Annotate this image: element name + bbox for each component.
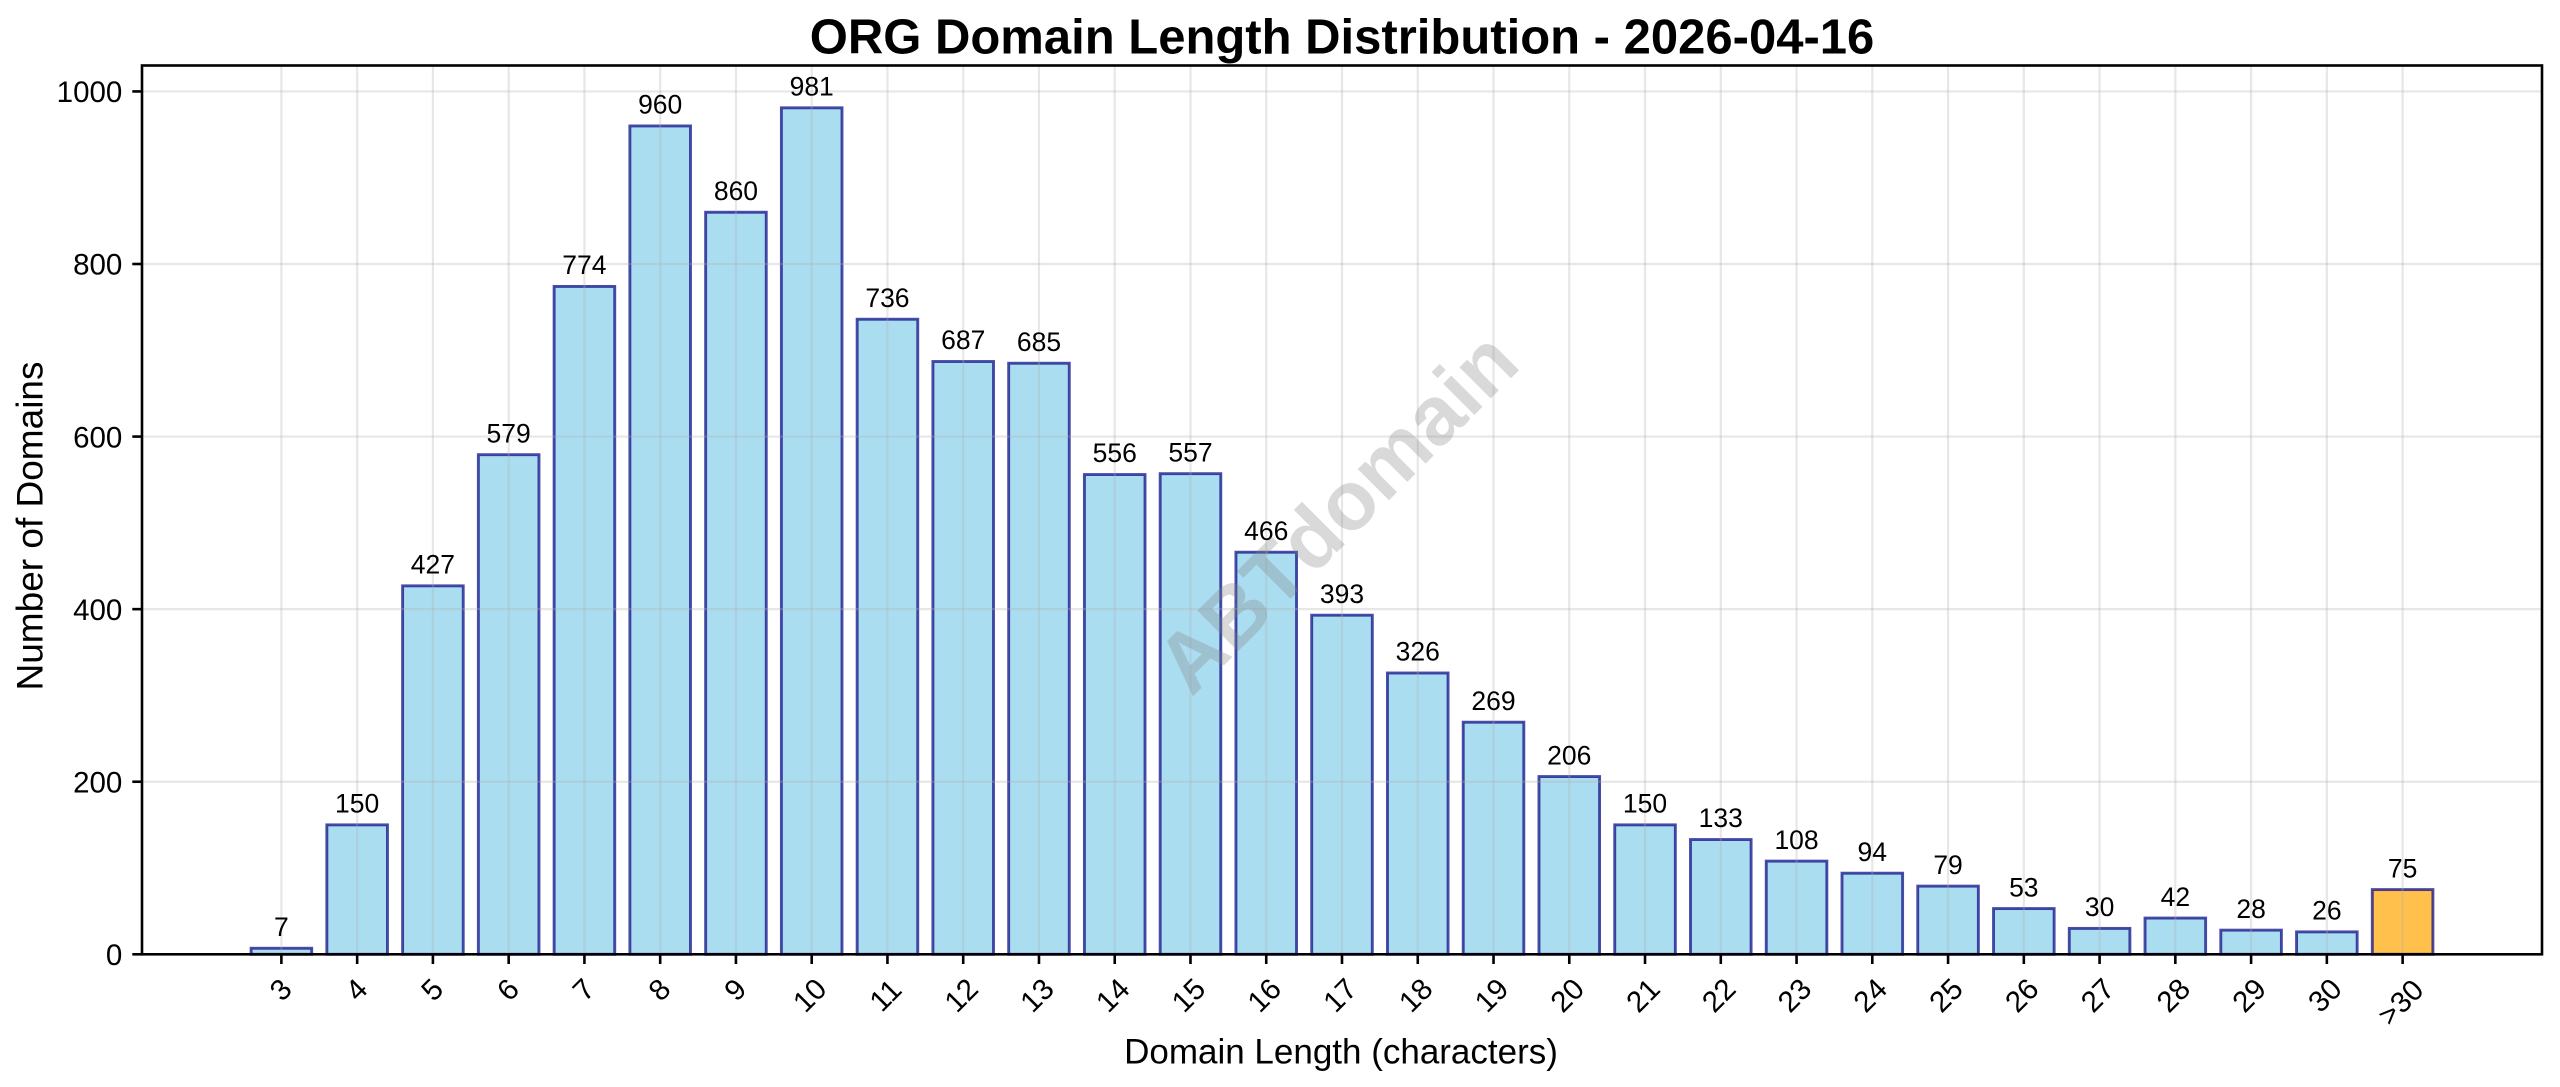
svg-text:133: 133 [1699, 803, 1743, 833]
svg-text:774: 774 [562, 250, 606, 280]
svg-text:860: 860 [714, 176, 758, 206]
svg-text:150: 150 [335, 789, 379, 819]
svg-text:94: 94 [1858, 837, 1887, 867]
svg-text:269: 269 [1471, 686, 1515, 716]
svg-text:981: 981 [790, 72, 834, 102]
svg-text:466: 466 [1244, 516, 1288, 546]
svg-text:ORG Domain Length Distribution: ORG Domain Length Distribution - 2026-04… [810, 11, 1875, 65]
svg-text:556: 556 [1093, 438, 1137, 468]
svg-text:150: 150 [1623, 789, 1667, 819]
svg-text:427: 427 [411, 550, 455, 580]
svg-text:393: 393 [1320, 579, 1364, 609]
svg-text:53: 53 [2009, 872, 2038, 902]
svg-text:206: 206 [1547, 740, 1591, 770]
svg-text:687: 687 [941, 325, 985, 355]
svg-text:326: 326 [1396, 637, 1440, 667]
svg-text:800: 800 [73, 249, 122, 282]
svg-text:108: 108 [1774, 825, 1818, 855]
svg-text:579: 579 [487, 418, 531, 448]
svg-text:42: 42 [2161, 882, 2190, 912]
svg-text:30: 30 [2085, 892, 2114, 922]
svg-text:Number of Domains: Number of Domains [10, 361, 51, 690]
svg-text:685: 685 [1017, 327, 1061, 357]
svg-text:200: 200 [73, 766, 122, 799]
svg-text:400: 400 [73, 594, 122, 627]
svg-text:736: 736 [865, 283, 909, 313]
svg-text:28: 28 [2236, 894, 2265, 924]
svg-text:0: 0 [106, 939, 122, 972]
svg-text:79: 79 [1933, 850, 1962, 880]
svg-text:600: 600 [73, 421, 122, 454]
svg-text:960: 960 [638, 90, 682, 120]
svg-text:557: 557 [1168, 437, 1212, 467]
svg-text:7: 7 [274, 912, 289, 942]
svg-text:75: 75 [2388, 853, 2417, 883]
svg-text:26: 26 [2312, 896, 2341, 926]
svg-text:Domain Length (characters): Domain Length (characters) [1124, 1033, 1558, 1072]
svg-text:1000: 1000 [57, 76, 123, 109]
